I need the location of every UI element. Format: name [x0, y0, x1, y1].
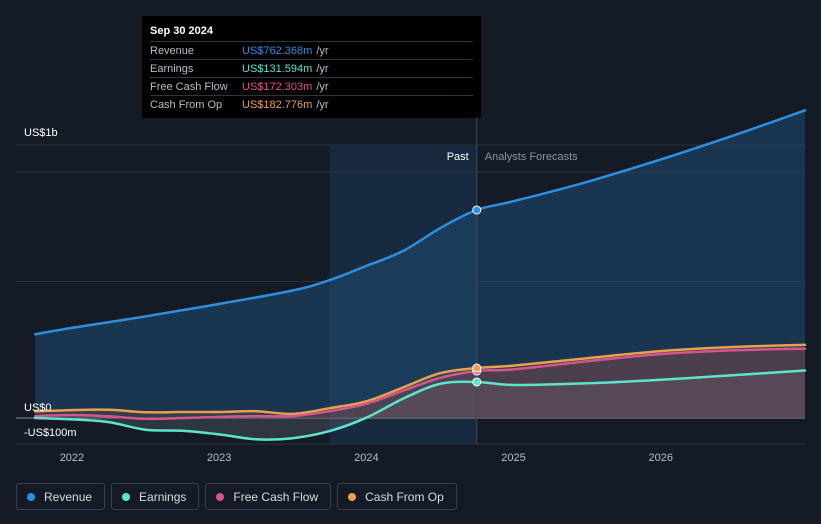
legend-label: Cash From Op [365, 489, 444, 504]
tooltip-unit: /yr [316, 62, 329, 75]
tooltip-date: Sep 30 2024 [150, 25, 213, 37]
tooltip-label: Free Cash Flow [150, 80, 228, 93]
tooltip-unit: /yr [316, 98, 329, 111]
chart-legend: Revenue Earnings Free Cash Flow Cash Fro… [16, 483, 457, 510]
series-line-free-cash-flow [33, 347, 807, 421]
legend-label: Free Cash Flow [233, 489, 319, 504]
series-area-free-cash-flow [35, 348, 806, 419]
legend-dot-icon [27, 492, 35, 501]
legend-item-revenue[interactable]: Revenue [16, 483, 106, 510]
series-lines [33, 109, 807, 441]
legend-item-earnings[interactable]: Earnings [111, 483, 200, 510]
tooltip-label: Revenue [150, 44, 195, 57]
legend-dot-icon [348, 492, 357, 501]
x-axis-labels: 2022 2023 2024 2025 2026 [60, 452, 673, 464]
legend-label: Earnings [139, 489, 187, 504]
y-axis-labels: US$1b US$0 -US$100m [24, 127, 77, 439]
tooltip-row-earnings: Earnings US$131.594m /yr [150, 59, 473, 77]
tooltip-value: US$172.303m [242, 80, 313, 93]
x-tick-label: 2025 [501, 452, 525, 464]
x-tick-label: 2022 [60, 452, 84, 464]
x-tick-label: 2023 [207, 452, 231, 464]
forecast-label: Analysts Forecasts [485, 151, 578, 163]
tooltip-row-free-cash-flow: Free Cash Flow US$172.303m /yr [150, 77, 473, 95]
tooltip-label: Earnings [150, 62, 194, 75]
series-line-cash-from-op [33, 343, 807, 416]
legend-label: Revenue [44, 489, 93, 504]
tooltip-label: Cash From Op [150, 98, 223, 111]
legend-dot-icon [216, 492, 225, 501]
series-area-earnings [35, 370, 806, 440]
series-area-revenue [35, 110, 806, 419]
tooltip-row-cash-from-op: Cash From Op US$182.776m /yr [150, 95, 473, 113]
marker-revenue [472, 205, 482, 215]
marker-earnings [472, 377, 482, 387]
tooltip-unit: /yr [316, 44, 329, 57]
y-tick-label: -US$100m [24, 427, 77, 439]
series-line-earnings [33, 369, 807, 441]
past-label: Past [447, 151, 469, 163]
tooltip-row-revenue: Revenue US$762.368m /yr [150, 41, 473, 59]
y-tick-label: US$1b [24, 127, 58, 139]
tooltip-unit: /yr [316, 80, 329, 93]
tooltip-value: US$131.594m [242, 62, 313, 75]
x-tick-label: 2026 [649, 452, 673, 464]
y-tick-label: US$0 [24, 402, 52, 414]
series-line-revenue [33, 109, 807, 336]
legend-item-cash-from-op[interactable]: Cash From Op [337, 483, 457, 510]
series-markers [472, 205, 482, 387]
legend-dot-icon [122, 492, 131, 501]
x-tick-label: 2024 [354, 452, 378, 464]
tooltip-value: US$182.776m [242, 98, 313, 111]
tooltip-value: US$762.368m [242, 44, 313, 57]
marker-cash-from-op [472, 363, 482, 373]
data-tooltip: Sep 30 2024 Revenue US$762.368m /yr Earn… [142, 16, 481, 118]
legend-item-free-cash-flow[interactable]: Free Cash Flow [205, 483, 332, 510]
